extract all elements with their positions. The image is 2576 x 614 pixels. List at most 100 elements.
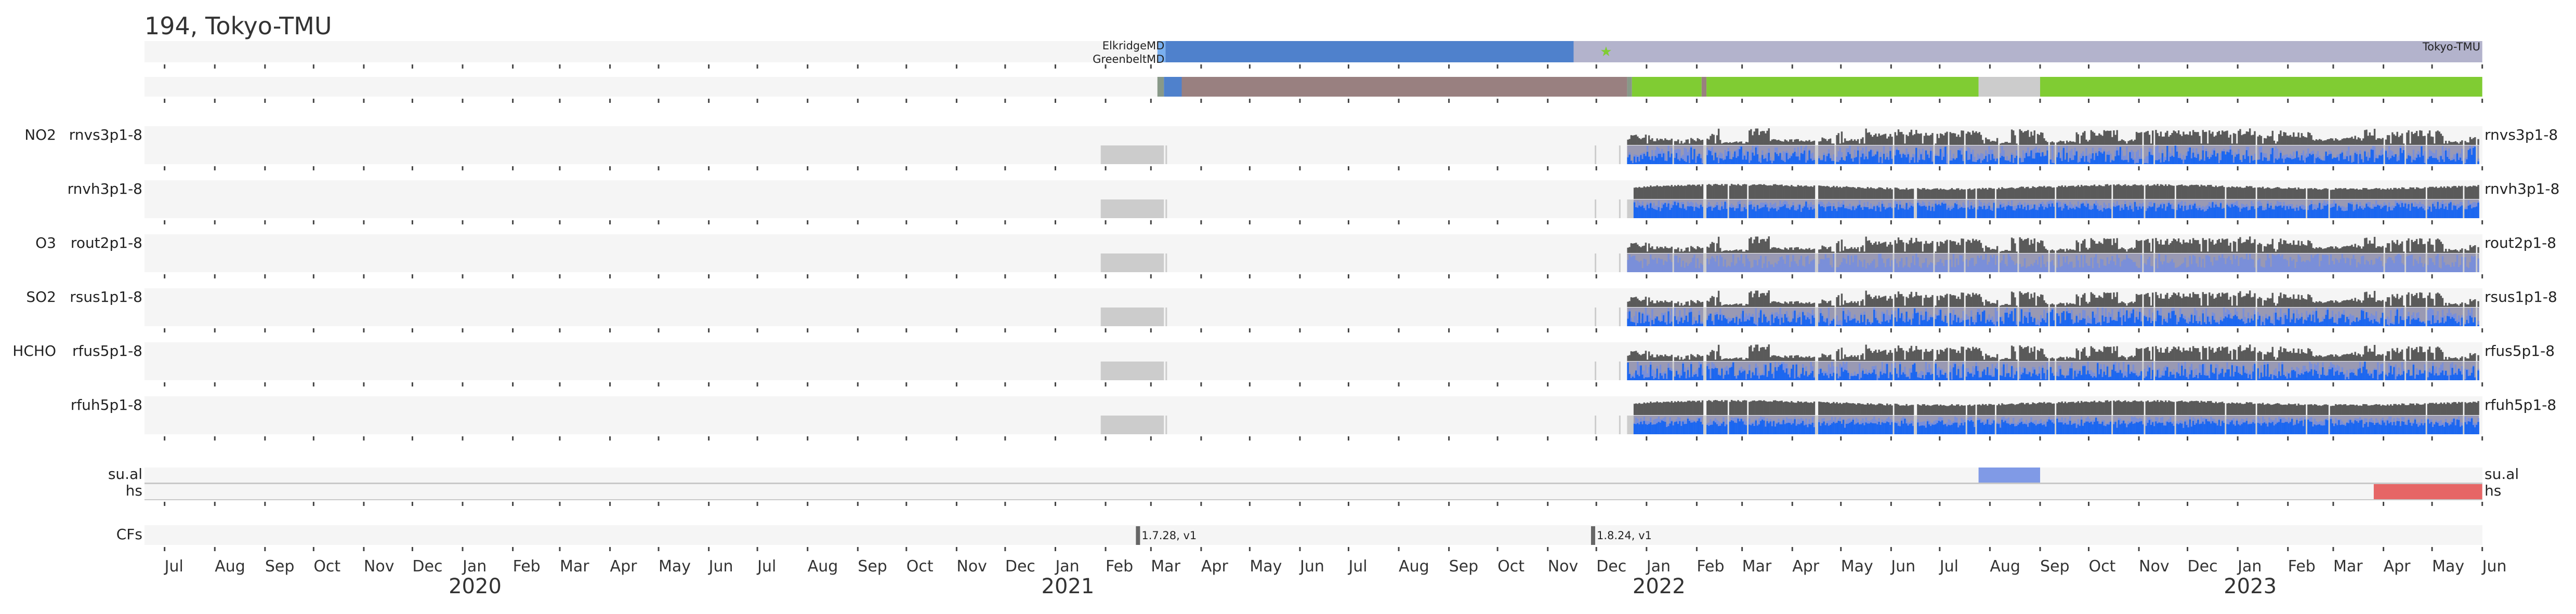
valid-bar	[1844, 161, 1846, 164]
daily-count-bar	[1804, 303, 1806, 307]
daily-count-bar	[2187, 186, 2189, 199]
daily-count-bar	[1719, 248, 1721, 253]
quality-bar	[2378, 257, 2381, 272]
quality-bar	[1839, 319, 1842, 326]
quality-bar	[2346, 258, 2348, 272]
valid-bar	[1719, 158, 1721, 164]
daily-count-bar	[2045, 187, 2047, 199]
valid-bar	[1883, 207, 1885, 218]
quality-bar	[2160, 261, 2162, 272]
daily-count-bar	[1724, 250, 1726, 253]
daily-count-bar	[1876, 188, 1878, 199]
quality-bar	[1980, 153, 1982, 164]
valid-bar	[1781, 317, 1783, 326]
daily-count-bar	[2310, 135, 2312, 145]
valid-bar	[1677, 203, 1679, 218]
quality-bar	[2477, 258, 2479, 272]
valid-bar	[1961, 154, 1963, 164]
daily-count-bar	[2170, 243, 2172, 253]
quality-bar	[2077, 260, 2080, 272]
daily-count-bar	[2414, 189, 2416, 199]
quality-bar	[1886, 259, 1888, 272]
daily-count-bar	[2251, 135, 2253, 145]
valid-bar	[1926, 154, 1929, 164]
quality-bar	[2155, 146, 2157, 164]
daily-count-bar	[1957, 135, 1960, 145]
daily-count-bar	[2079, 186, 2081, 199]
daily-count-bar	[2090, 238, 2092, 253]
quality-bar	[2019, 264, 2021, 272]
daily-count-bar	[2080, 184, 2083, 199]
daily-count-bar	[1818, 249, 1820, 253]
daily-count-bar	[1662, 248, 1665, 253]
daily-count-bar	[2373, 188, 2376, 199]
daily-count-bar	[1975, 239, 1977, 253]
quality-bar	[1811, 152, 1814, 164]
valid-bar	[1687, 155, 1689, 164]
daily-count-bar	[2234, 187, 2237, 199]
daily-count-bar	[2330, 246, 2332, 253]
daily-count-bar	[1910, 129, 1913, 145]
status-span	[1978, 77, 2040, 97]
quality-bar	[1776, 264, 1778, 272]
quality-bar	[1768, 261, 1770, 272]
valid-bar	[2212, 202, 2214, 218]
valid-bar	[1734, 323, 1736, 326]
daily-count-bar	[2360, 140, 2363, 145]
daily-count-bar	[1749, 185, 1751, 199]
quality-bar	[2294, 268, 2296, 272]
quality-bar	[2438, 267, 2440, 272]
daily-count-bar	[1899, 132, 1901, 145]
gap-day	[1672, 253, 1674, 272]
valid-bar	[1894, 207, 1896, 218]
valid-bar	[2059, 158, 2061, 164]
valid-bar	[2312, 154, 2314, 164]
quality-bar	[2267, 254, 2269, 272]
valid-bar	[2090, 209, 2092, 218]
daily-count-bar	[2454, 186, 2457, 199]
daily-count-bar	[2135, 185, 2138, 199]
quality-bar	[2289, 257, 2292, 272]
daily-count-bar	[1739, 185, 1741, 199]
quality-bar	[2139, 268, 2141, 272]
valid-bar	[2444, 206, 2447, 218]
daily-count-bar	[1800, 185, 1803, 199]
valid-bar	[1711, 321, 1713, 326]
valid-bar	[2323, 205, 2325, 218]
valid-bar	[1700, 324, 1702, 326]
valid-bar	[1700, 205, 1702, 218]
daily-count-bar	[1666, 247, 1668, 253]
daily-count-bar	[2171, 241, 2173, 253]
daily-count-bar	[2406, 132, 2408, 145]
quality-bar	[2074, 267, 2076, 272]
quality-bar	[1867, 263, 1869, 272]
quality-bar	[2314, 255, 2316, 272]
daily-count-bar	[2189, 185, 2191, 199]
valid-bar	[1901, 208, 1903, 218]
valid-bar	[1710, 206, 1712, 218]
quality-bar	[1886, 310, 1888, 326]
valid-bar	[1700, 158, 1702, 164]
panel-rout2p1-8: O3 rout2p1-8 rout2p1-8	[35, 234, 2556, 278]
valid-bar	[2421, 146, 2423, 164]
daily-count-bar	[1679, 185, 1681, 199]
quality-bar	[2352, 155, 2355, 164]
daily-count-bar	[2147, 184, 2149, 199]
valid-bar	[2443, 162, 2446, 164]
daily-count-bar	[1690, 185, 1692, 199]
quality-bar	[2268, 258, 2270, 272]
daily-count-bar	[1862, 188, 1864, 199]
quality-bar	[1656, 263, 1658, 272]
quality-bar	[2395, 256, 2397, 272]
daily-count-bar	[2184, 242, 2186, 253]
valid-bar	[2035, 209, 2038, 218]
daily-count-bar	[1708, 247, 1710, 253]
daily-count-bar	[2109, 184, 2112, 199]
valid-bar	[1635, 207, 1637, 218]
quality-bar	[1946, 260, 1948, 272]
daily-count-bar	[2051, 188, 2054, 199]
quality-bar	[1643, 259, 1645, 272]
valid-bar	[2189, 205, 2191, 218]
daily-count-bar	[1857, 247, 1859, 253]
daily-count-bar	[1990, 141, 1992, 145]
